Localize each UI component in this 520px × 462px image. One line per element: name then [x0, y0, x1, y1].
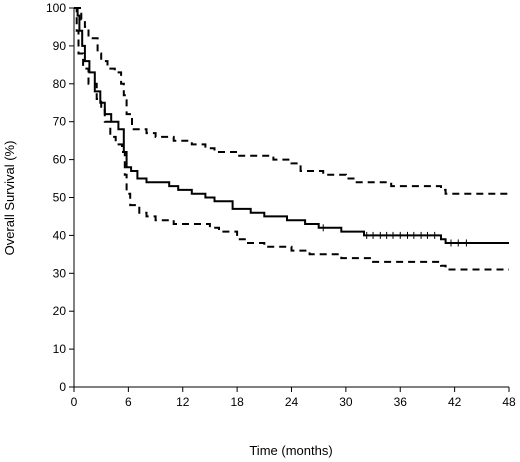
y-tick-label: 60: [53, 153, 67, 167]
x-tick-label: 36: [394, 395, 408, 409]
x-tick-label: 6: [125, 395, 132, 409]
y-tick-label: 100: [46, 1, 66, 15]
y-tick-label: 40: [53, 228, 67, 242]
y-tick-label: 80: [53, 77, 67, 91]
x-tick-label: 24: [285, 395, 299, 409]
plot-lines: [74, 7, 509, 271]
x-tick-label: 30: [339, 395, 353, 409]
y-tick-label: 50: [53, 191, 67, 205]
y-axis-title: Overall Survival (%): [2, 141, 17, 256]
y-tick-label: 70: [53, 115, 67, 129]
y-tick-label: 0: [59, 380, 66, 394]
y-tick-label: 90: [53, 39, 67, 53]
x-tick-label: 18: [230, 395, 244, 409]
upper-ci-line: [74, 7, 509, 195]
survival-curve: [74, 7, 509, 244]
x-tick-label: 42: [448, 395, 462, 409]
x-tick-label: 48: [502, 395, 516, 409]
x-axis-title: Time (months): [249, 443, 332, 458]
x-tick-label: 12: [176, 395, 190, 409]
x-tick-label: 0: [71, 395, 78, 409]
axes: 0 10 20 30 40 50 60 70 80 90 100 0 6 12 18 24 30 36 42 48: [46, 1, 516, 409]
y-tick-label: 20: [53, 304, 67, 318]
lower-ci-line: [74, 7, 509, 271]
y-tick-label: 30: [53, 266, 67, 280]
y-tick-label: 10: [53, 342, 67, 356]
